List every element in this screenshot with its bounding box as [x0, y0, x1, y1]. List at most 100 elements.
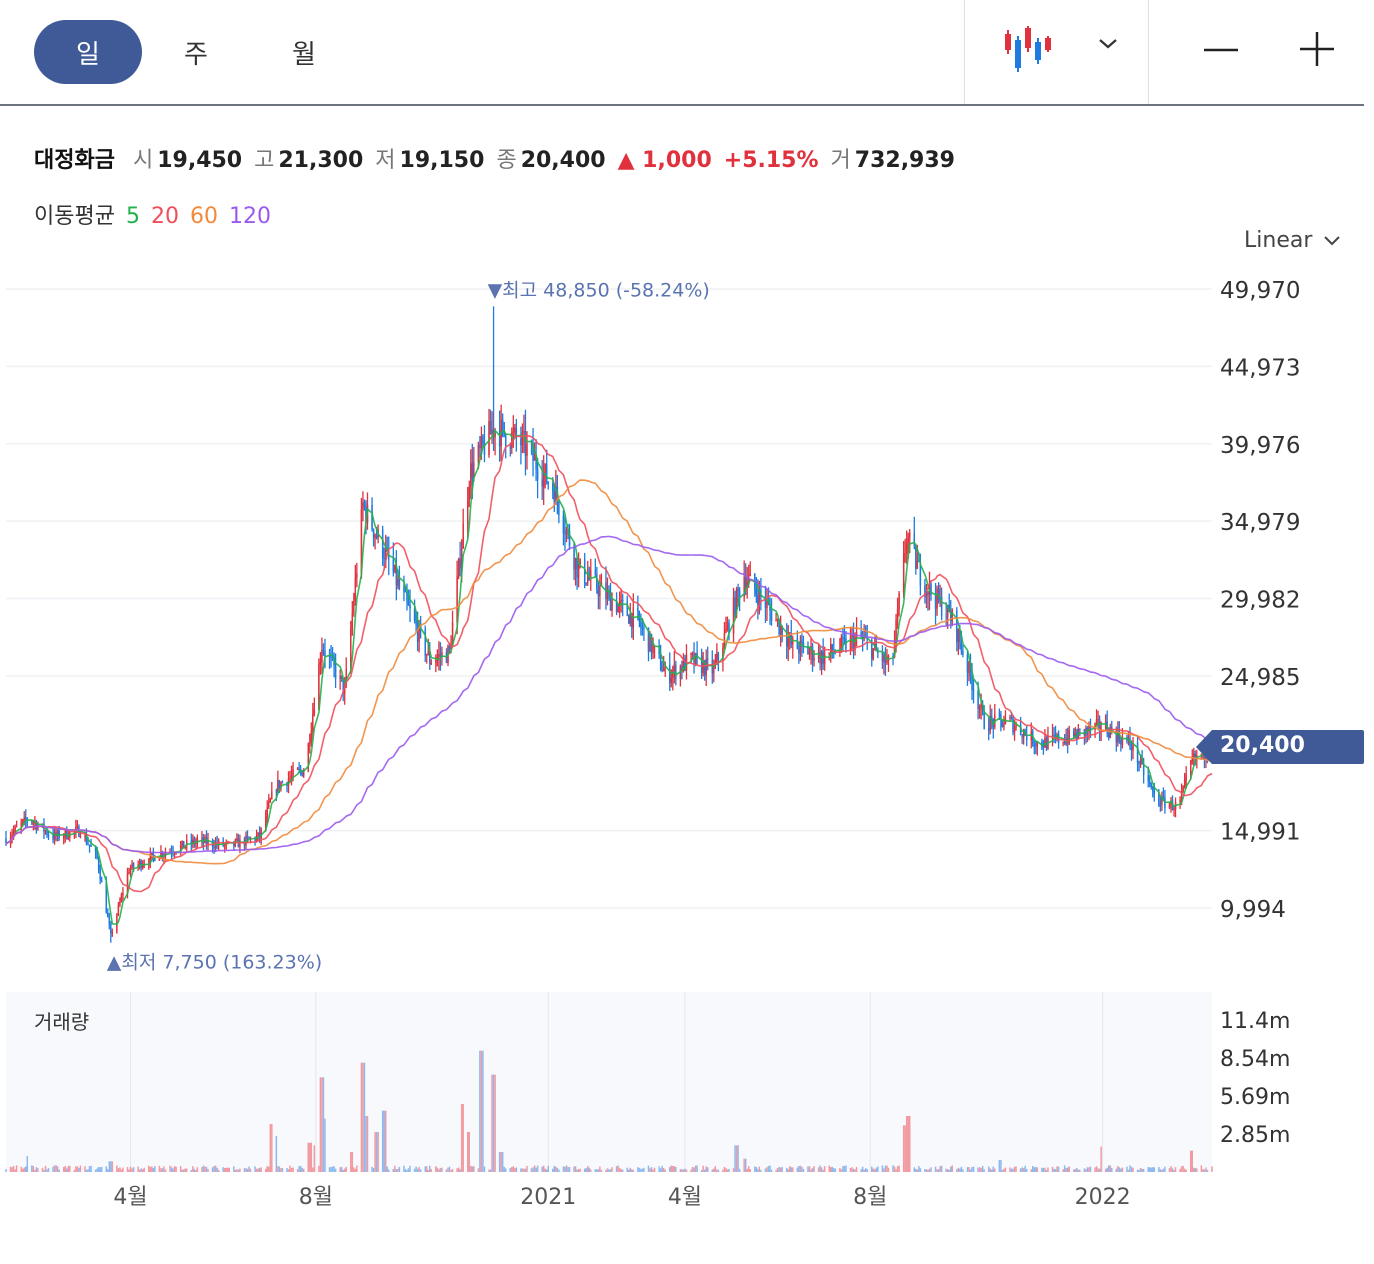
- volume-bar: [119, 1167, 121, 1172]
- volume-bar: [384, 1110, 387, 1172]
- volume-bar: [1044, 1167, 1046, 1172]
- volume-bar: [1109, 1165, 1111, 1172]
- candle-body: [565, 529, 568, 535]
- volume-bar: [302, 1168, 305, 1172]
- volume-bar: [1141, 1168, 1143, 1172]
- volume-bar: [1001, 1169, 1004, 1172]
- candle-body: [564, 533, 566, 535]
- volume-bar: [573, 1166, 575, 1172]
- volume-bar: [690, 1169, 692, 1172]
- candle-body: [796, 637, 799, 649]
- candle-body: [766, 601, 768, 608]
- scale-selector[interactable]: Linear: [1244, 228, 1341, 253]
- volume-bar: [1185, 1169, 1187, 1172]
- volume-bar: [596, 1169, 598, 1172]
- volume-bar: [1174, 1167, 1177, 1172]
- volume-bar: [58, 1169, 60, 1172]
- candle-body: [946, 605, 949, 618]
- chevron-down-icon[interactable]: [1096, 36, 1120, 52]
- volume-bar: [366, 1116, 369, 1172]
- volume-bar: [88, 1166, 91, 1172]
- candle-body: [647, 627, 650, 652]
- volume-bar: [248, 1166, 250, 1172]
- volume-bar: [424, 1166, 426, 1172]
- candle-body: [892, 655, 894, 658]
- volume-bar: [883, 1168, 885, 1172]
- candle-body: [1182, 786, 1184, 793]
- candle-body: [558, 501, 560, 516]
- time-tick-label: 2022: [1075, 1185, 1131, 1210]
- candle-body: [64, 829, 66, 837]
- candle-body: [887, 655, 890, 661]
- candle-body: [599, 586, 601, 597]
- tab-monthly[interactable]: 월: [250, 20, 358, 84]
- candle-body: [1120, 739, 1122, 745]
- plus-icon[interactable]: [1298, 30, 1336, 68]
- volume-bar: [258, 1167, 261, 1172]
- volume-bar: [638, 1167, 641, 1172]
- candle-body: [164, 852, 167, 855]
- candle-body: [260, 828, 262, 838]
- volume-bar: [1203, 1169, 1206, 1172]
- candlestick-icon[interactable]: [1000, 22, 1060, 76]
- candle-body: [959, 629, 961, 643]
- candle-body: [713, 666, 715, 674]
- volume-bar: [415, 1166, 417, 1172]
- volume-bar: [319, 1077, 322, 1172]
- volume-bar: [143, 1167, 145, 1172]
- candle-body: [966, 654, 969, 673]
- candle-body: [1001, 719, 1004, 727]
- volume-bar: [383, 1110, 385, 1172]
- close-value: 20,400: [520, 148, 606, 173]
- volume-bar: [233, 1166, 235, 1172]
- candle-body: [983, 710, 985, 729]
- volume-bar: [128, 1169, 130, 1172]
- volume-bar: [175, 1166, 177, 1172]
- candle-body: [20, 822, 22, 827]
- candle-body: [969, 662, 972, 676]
- candle-body: [512, 431, 515, 433]
- candle-body: [611, 600, 613, 611]
- candle-body: [353, 600, 355, 613]
- volume-bar: [767, 1166, 770, 1172]
- volume-bar: [778, 1166, 780, 1172]
- candle-body: [908, 532, 911, 539]
- volume-bar: [877, 1166, 879, 1172]
- volume-bar: [170, 1167, 173, 1172]
- minus-icon[interactable]: [1202, 38, 1240, 62]
- volume-bar: [108, 1161, 111, 1172]
- volume-bar: [948, 1169, 950, 1172]
- volume-bar: [1051, 1166, 1054, 1172]
- volume-bar: [211, 1167, 214, 1172]
- candle-body: [573, 546, 575, 570]
- candle-body: [703, 661, 706, 675]
- volume-bar: [1047, 1167, 1049, 1172]
- moving-average-legend[interactable]: 이동평균 5 20 60 120: [34, 198, 275, 230]
- current-price-tag: 20,400: [1196, 730, 1364, 764]
- candle-body: [643, 627, 645, 629]
- volume-bar: [43, 1169, 45, 1172]
- candle-body: [702, 661, 704, 673]
- volume-bar: [640, 1168, 642, 1172]
- candle-body: [418, 624, 420, 642]
- candle-body: [278, 780, 281, 789]
- tab-daily[interactable]: 일: [34, 20, 142, 84]
- volume-bar: [1057, 1166, 1060, 1172]
- candle-body: [968, 662, 970, 673]
- volume-bar: [1196, 1168, 1198, 1172]
- tab-weekly[interactable]: 주: [142, 20, 250, 84]
- open-label: 시: [132, 148, 154, 173]
- candle-body: [90, 845, 92, 847]
- volume-bar: [456, 1168, 458, 1172]
- candle-body: [258, 832, 261, 838]
- volume-bar: [1127, 1169, 1130, 1172]
- volume-bar: [1100, 1146, 1102, 1172]
- volume-bar: [785, 1167, 788, 1172]
- ma-120-label: 120: [228, 204, 271, 229]
- volume-bar: [1205, 1167, 1207, 1172]
- volume-bar: [498, 1152, 501, 1172]
- candle-body: [916, 561, 919, 569]
- volume-bar: [1115, 1168, 1118, 1172]
- candle-body: [501, 419, 504, 423]
